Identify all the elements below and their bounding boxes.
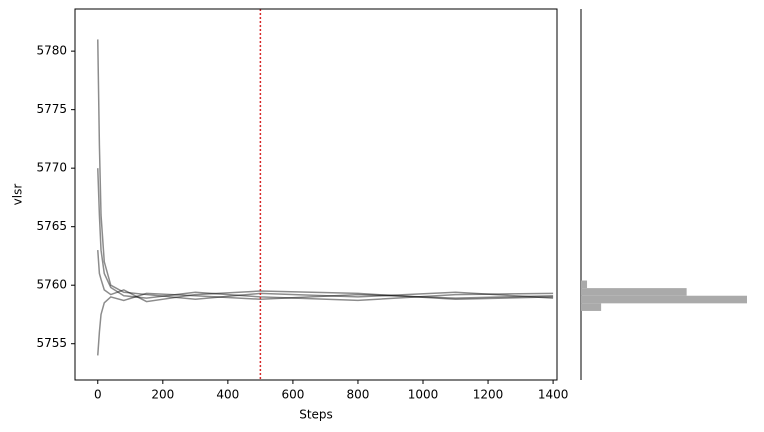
y-tick-label: 5765	[36, 219, 67, 233]
x-tick-label: 1000	[408, 388, 439, 402]
y-tick-label: 5760	[36, 278, 67, 292]
x-tick-label: 800	[347, 388, 370, 402]
histogram-bar	[581, 280, 588, 289]
walker-trace	[97, 292, 554, 356]
y-axis-label: vlsr	[11, 184, 25, 206]
x-tick-label: 400	[216, 388, 239, 402]
x-tick-label: 1200	[473, 388, 504, 402]
x-tick-label: 0	[94, 388, 102, 402]
x-tick-label: 600	[281, 388, 304, 402]
y-tick-label: 5770	[36, 161, 67, 175]
histogram-bar	[581, 303, 602, 311]
x-tick-label: 200	[151, 388, 174, 402]
walker-trace	[97, 168, 554, 302]
y-tick-label: 5780	[36, 44, 67, 58]
histogram-bar	[581, 295, 747, 304]
y-tick-label: 5755	[36, 336, 67, 350]
x-axis-label: Steps	[299, 408, 333, 422]
x-tick-label: 1400	[538, 388, 569, 402]
plot-frame	[74, 8, 558, 381]
y-tick-label: 5775	[36, 102, 67, 116]
walker-trace	[97, 39, 554, 300]
walker-trace	[97, 250, 554, 303]
histogram-bar	[581, 288, 687, 296]
